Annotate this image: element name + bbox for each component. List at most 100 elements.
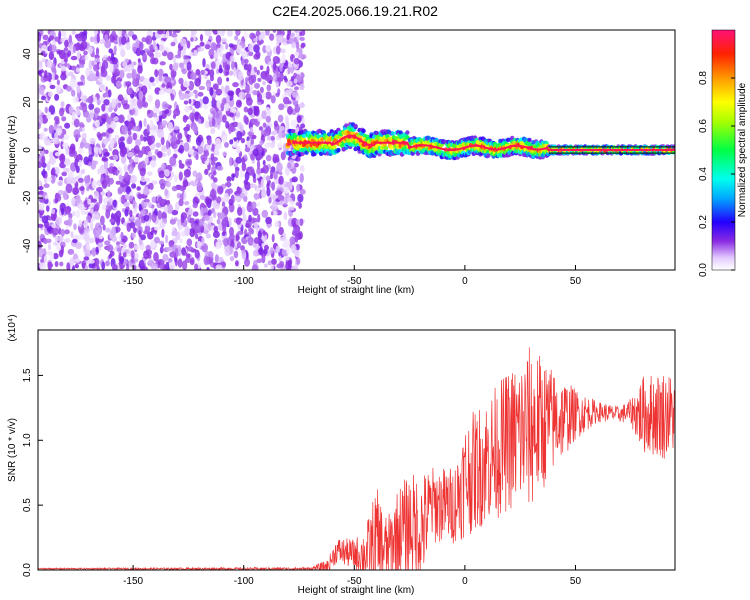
spectrogram-xtick-label: -150	[123, 276, 143, 287]
spectrogram-cell	[104, 30, 109, 33]
spectrogram-cell	[48, 91, 53, 98]
spectrogram-cell	[192, 170, 198, 177]
spectrogram-cell	[113, 116, 119, 122]
spectrogram-cell	[237, 241, 241, 249]
spectrogram-cell	[104, 240, 111, 246]
spectrogram-cell	[196, 240, 202, 249]
spectrogram-cell	[54, 235, 59, 243]
spectrogram-cell	[240, 245, 246, 252]
spectrogram-cell	[54, 152, 61, 157]
spectrogram-cell	[158, 89, 166, 96]
spectrogram-cell	[149, 44, 154, 53]
spectrogram-cell	[40, 258, 44, 263]
spectrogram-cell	[95, 246, 99, 254]
spectrogram-cell	[149, 119, 154, 129]
spectrogram-cell	[84, 175, 90, 184]
spectrogram-cell	[163, 206, 169, 213]
spectrogram-cell	[101, 118, 106, 125]
spectrogram-cell	[113, 45, 117, 53]
spectrogram-cell	[261, 110, 267, 120]
spectrogram-cell	[185, 257, 192, 263]
spectrogram-cell	[243, 63, 249, 71]
spectrogram-cell	[190, 180, 195, 186]
spectrogram-cell	[104, 174, 110, 185]
spectrogram-cell	[98, 194, 103, 204]
spectrogram-cell	[160, 183, 166, 190]
spectrogram-cell	[410, 151, 415, 156]
spectrogram-cell	[278, 226, 284, 236]
spectrogram-cell	[134, 244, 140, 251]
spectrogram-cell	[145, 35, 153, 45]
spectrogram-cell	[202, 207, 209, 214]
spectrogram-cell	[117, 114, 125, 124]
spectrogram-cell	[57, 190, 65, 195]
spectrogram-cell	[131, 232, 136, 239]
spectrogram-cell	[245, 83, 250, 94]
spectrogram-cell	[268, 196, 272, 204]
spectrogram-cell	[226, 77, 230, 82]
spectrogram-cell	[146, 124, 150, 133]
spectrogram-cell	[89, 109, 95, 119]
spectrogram-cell	[103, 139, 108, 145]
spectrogram-cell	[281, 30, 285, 36]
spectrogram-cell	[41, 114, 49, 124]
spectrogram-cell	[98, 147, 102, 155]
spectrogram-xlabel: Height of straight line (km)	[298, 285, 415, 296]
spectrogram-cell	[275, 92, 280, 98]
spectrogram-cell	[60, 72, 67, 81]
spectrogram-axes: -150 -100 -50 0 50 -40 -20 0 20 40	[22, 48, 581, 287]
spectrogram-cell	[398, 130, 403, 135]
spectrogram-cell	[215, 88, 222, 96]
spectrogram-ytick-label: 20	[22, 96, 33, 108]
spectrogram-cell	[264, 143, 271, 149]
spectrogram-cell	[229, 139, 234, 145]
spectrogram-cell	[147, 151, 152, 157]
spectrogram-cell	[213, 225, 218, 233]
spectrogram-cell	[237, 101, 242, 106]
spectrogram-cell	[247, 236, 254, 246]
spectrogram-cell	[162, 253, 169, 262]
snr-xlabel: Height of straight line (km)	[298, 585, 415, 596]
spectrogram-cell	[71, 111, 76, 119]
spectrogram-cell	[116, 216, 121, 226]
spectrogram-cell	[208, 101, 212, 108]
spectrogram-cell	[65, 183, 73, 194]
spectrogram-cell	[93, 64, 100, 72]
spectrogram-cell	[108, 197, 113, 203]
spectrogram-cell	[248, 227, 253, 233]
spectrogram-cell	[186, 61, 192, 72]
spectrogram-cell	[150, 239, 156, 249]
spectrogram-cell	[244, 223, 250, 228]
spectrogram-cell	[46, 111, 52, 120]
spectrogram-cell	[39, 132, 46, 141]
spectrogram-cell	[137, 193, 143, 200]
spectrogram-cell	[94, 119, 100, 128]
spectrogram-cell	[198, 85, 206, 91]
spectrogram-cell	[118, 174, 123, 182]
spectrogram-cell	[256, 202, 260, 207]
spectrogram-cell	[96, 33, 100, 44]
spectrogram-cell	[144, 201, 148, 207]
spectrogram-cell	[60, 65, 67, 72]
spectrogram-cell	[74, 158, 78, 168]
spectrogram-cell	[205, 197, 210, 206]
spectrogram-cell	[217, 185, 224, 195]
colorbar-tick-label: 0.6	[698, 119, 709, 133]
spectrogram-cell	[120, 49, 126, 58]
spectrogram-cell	[284, 89, 292, 96]
spectrogram-cell	[75, 108, 81, 117]
spectrogram-cell	[65, 147, 70, 155]
spectrogram-cell	[169, 156, 177, 167]
spectrogram-cell	[117, 94, 124, 102]
spectrogram-cell	[184, 127, 188, 137]
spectrogram-cell	[195, 136, 202, 146]
spectrogram-cell	[131, 34, 138, 40]
spectrogram-cell	[221, 218, 228, 227]
spectrogram-cell	[193, 124, 198, 135]
spectrogram-cell	[105, 227, 111, 233]
spectrogram-cell	[71, 177, 77, 184]
spectrogram-cell	[76, 36, 84, 42]
spectrogram-cell	[38, 208, 45, 216]
spectrogram-cell	[42, 34, 49, 41]
spectrogram-cell	[234, 196, 242, 202]
